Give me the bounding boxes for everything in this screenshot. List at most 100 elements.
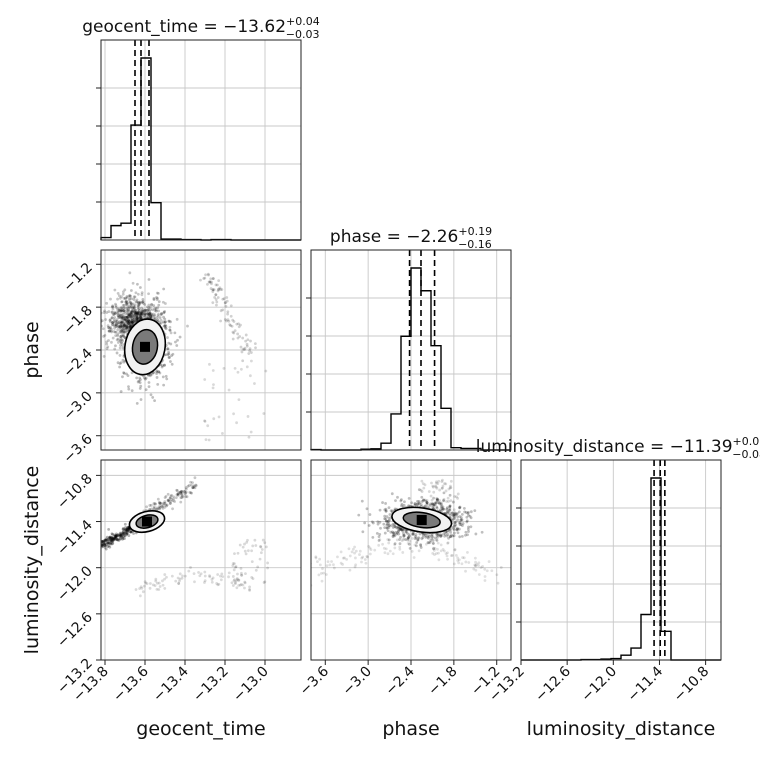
sample-point (424, 542, 428, 546)
sample-point (416, 536, 420, 540)
sample-point (113, 534, 117, 538)
sample-point (234, 582, 237, 586)
sample-point (120, 323, 124, 327)
sample-point (246, 415, 250, 418)
sample-point (136, 312, 140, 315)
sample-point (134, 311, 138, 315)
sample-point (221, 297, 225, 301)
sample-point (124, 526, 127, 529)
sample-point (189, 483, 193, 487)
x-tick-label-geocent_time: −13.2 (190, 664, 232, 706)
sample-point (211, 369, 215, 372)
sample-point (237, 398, 241, 402)
sample-point (179, 490, 182, 494)
sample-point (455, 512, 459, 516)
sample-point (121, 358, 125, 362)
sample-point (425, 502, 429, 506)
sample-point (175, 489, 179, 492)
sample-point (192, 485, 196, 489)
sample-point (384, 507, 388, 511)
sample-point (245, 540, 249, 544)
sample-point (152, 298, 156, 302)
sample-point (129, 314, 132, 318)
sample-point (144, 581, 148, 585)
sample-point (176, 493, 180, 497)
sample-point (442, 532, 446, 536)
sample-point (223, 318, 227, 321)
sample-point (473, 556, 477, 560)
sample-point (432, 490, 436, 494)
sample-point (438, 488, 442, 492)
sample-point (161, 375, 165, 379)
sample-point (449, 554, 453, 558)
sample-point (444, 482, 448, 486)
sample-point (141, 301, 144, 304)
sample-point (127, 528, 131, 532)
x-tick-label-geocent_time: −13.6 (110, 663, 152, 705)
sample-point (445, 507, 449, 511)
sample-point (105, 301, 109, 305)
sample-point (454, 553, 458, 557)
sample-point (394, 530, 398, 534)
sample-point (143, 308, 147, 312)
panel-title-geocent_time: geocent_time = −13.62+0.04 −0.03 (82, 15, 320, 41)
sample-point (453, 525, 457, 528)
sample-point (232, 412, 235, 416)
sample-point (474, 564, 478, 568)
sample-point (417, 500, 421, 503)
sample-point (459, 516, 463, 520)
sample-point (221, 575, 225, 579)
sample-point (442, 491, 446, 495)
sample-point (101, 545, 104, 549)
sample-point (121, 290, 125, 294)
sample-point (132, 312, 135, 316)
sample-point (157, 309, 160, 313)
sample-point (162, 311, 166, 315)
sample-point (367, 544, 371, 548)
sample-point (444, 489, 448, 493)
sample-point (206, 282, 209, 286)
histogram-panel-luminosity_distance: luminosity_distance = −11.39+0.06−0.08 (476, 435, 760, 661)
sample-point (157, 303, 161, 307)
sample-point (125, 317, 129, 321)
sample-point (373, 548, 377, 552)
sample-point (424, 535, 428, 539)
sample-point (130, 319, 134, 322)
sample-point (398, 542, 402, 546)
sample-point (127, 313, 131, 317)
sample-point (120, 300, 124, 304)
sample-point (314, 555, 318, 559)
y-tick-label-luminosity_distance: −12.0 (54, 563, 96, 605)
sample-point (106, 326, 110, 329)
sample-point (184, 490, 188, 494)
sample-point (391, 530, 394, 534)
sample-point (391, 531, 395, 535)
sample-point (378, 532, 382, 536)
sample-point (138, 587, 142, 590)
sample-point (128, 322, 131, 326)
sample-point (102, 311, 106, 314)
sample-point (435, 539, 439, 542)
sample-point (385, 519, 388, 523)
sample-point (246, 338, 250, 342)
sample-point (131, 307, 135, 310)
sample-point (248, 588, 251, 591)
sample-point (448, 505, 452, 509)
sample-point (383, 551, 387, 555)
sample-point (121, 327, 125, 331)
sample-point (393, 507, 397, 511)
sample-point (113, 536, 117, 540)
sample-point (402, 537, 406, 541)
sample-point (123, 309, 127, 313)
sample-point (119, 321, 123, 325)
sample-point (171, 507, 174, 511)
sample-point (186, 324, 189, 328)
sample-point (384, 502, 387, 505)
sample-point (165, 503, 169, 507)
sample-point (444, 530, 448, 534)
sample-point (140, 291, 144, 295)
sample-point (394, 526, 398, 529)
sample-point (442, 507, 445, 511)
sample-point (112, 312, 116, 315)
sample-point (433, 501, 437, 505)
